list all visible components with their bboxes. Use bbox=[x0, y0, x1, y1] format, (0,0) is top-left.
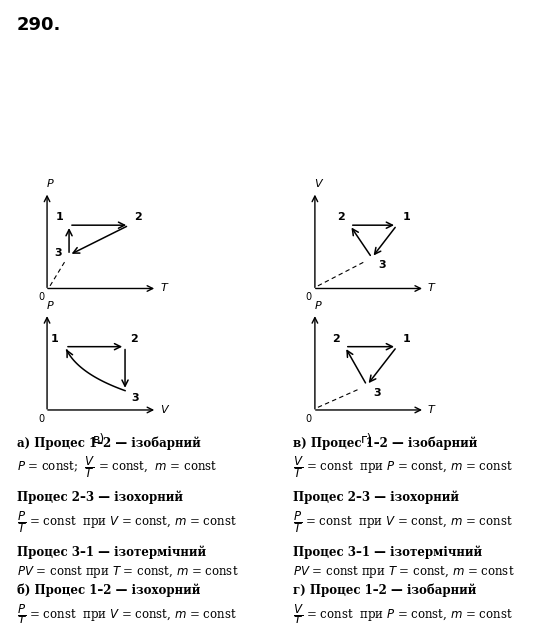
Text: T: T bbox=[428, 283, 435, 293]
Text: 0: 0 bbox=[38, 292, 44, 302]
Text: 3: 3 bbox=[54, 249, 62, 259]
Text: T: T bbox=[428, 405, 435, 415]
Text: Процес 3–1 — ізотермічний: Процес 3–1 — ізотермічний bbox=[17, 546, 206, 559]
Text: г): г) bbox=[361, 434, 373, 447]
Text: Процес 2–3 — ізохорний: Процес 2–3 — ізохорний bbox=[17, 491, 182, 505]
Text: 1: 1 bbox=[51, 334, 59, 344]
Text: 290.: 290. bbox=[17, 16, 61, 34]
Text: P: P bbox=[47, 179, 54, 189]
Text: 2: 2 bbox=[130, 334, 138, 344]
Text: Процес 3–1 — ізотермічний: Процес 3–1 — ізотермічний bbox=[293, 546, 482, 559]
Text: 2: 2 bbox=[332, 334, 340, 344]
Text: T: T bbox=[160, 283, 167, 293]
Text: в): в) bbox=[93, 434, 105, 447]
Text: б) Процес 1–2 — ізохорний: б) Процес 1–2 — ізохорний bbox=[17, 583, 200, 597]
Text: $PV$ = const при $T$ = const, $m$ = const: $PV$ = const при $T$ = const, $m$ = cons… bbox=[17, 564, 238, 581]
Text: 0: 0 bbox=[38, 414, 44, 424]
Text: $\dfrac{V}{T}$ = const  при $P$ = const, $m$ = const: $\dfrac{V}{T}$ = const при $P$ = const, … bbox=[293, 602, 513, 623]
Text: в) Процес 1–2 — ізобарний: в) Процес 1–2 — ізобарний bbox=[293, 436, 477, 450]
Text: г) Процес 1–2 — ізобарний: г) Процес 1–2 — ізобарний bbox=[293, 583, 477, 597]
Text: P: P bbox=[47, 301, 54, 311]
Text: $P$ = const;  $\dfrac{V}{T}$ = const,  $m$ = const: $P$ = const; $\dfrac{V}{T}$ = const, $m$… bbox=[17, 455, 217, 480]
Text: $PV$ = const при $T$ = const, $m$ = const: $PV$ = const при $T$ = const, $m$ = cons… bbox=[293, 564, 514, 581]
Text: 0: 0 bbox=[306, 292, 312, 302]
Text: $\dfrac{P}{T}$ = const  при $V$ = const, $m$ = const: $\dfrac{P}{T}$ = const при $V$ = const, … bbox=[17, 602, 237, 623]
Text: 2: 2 bbox=[337, 212, 345, 222]
Text: 0: 0 bbox=[306, 414, 312, 424]
Text: $\dfrac{P}{T}$ = const  при $V$ = const, $m$ = const: $\dfrac{P}{T}$ = const при $V$ = const, … bbox=[17, 510, 237, 535]
Text: $\dfrac{P}{T}$ = const  при $V$ = const, $m$ = const: $\dfrac{P}{T}$ = const при $V$ = const, … bbox=[293, 510, 513, 535]
Text: V: V bbox=[314, 179, 322, 189]
Text: 1: 1 bbox=[56, 212, 64, 222]
Text: 3: 3 bbox=[131, 392, 139, 402]
Text: 1: 1 bbox=[403, 212, 411, 222]
Text: 1: 1 bbox=[403, 334, 411, 344]
Text: а): а) bbox=[93, 312, 105, 325]
Text: $\dfrac{V}{T}$ = const  при $P$ = const, $m$ = const: $\dfrac{V}{T}$ = const при $P$ = const, … bbox=[293, 455, 513, 480]
Text: а) Процес 1–2 — ізобарний: а) Процес 1–2 — ізобарний bbox=[17, 436, 200, 450]
Text: Процес 2–3 — ізохорний: Процес 2–3 — ізохорний bbox=[293, 491, 459, 505]
Text: б): б) bbox=[360, 312, 373, 325]
Text: V: V bbox=[160, 405, 167, 415]
Text: 3: 3 bbox=[373, 388, 381, 398]
Text: 2: 2 bbox=[134, 212, 142, 222]
Text: P: P bbox=[315, 301, 321, 311]
Text: 3: 3 bbox=[378, 260, 386, 270]
